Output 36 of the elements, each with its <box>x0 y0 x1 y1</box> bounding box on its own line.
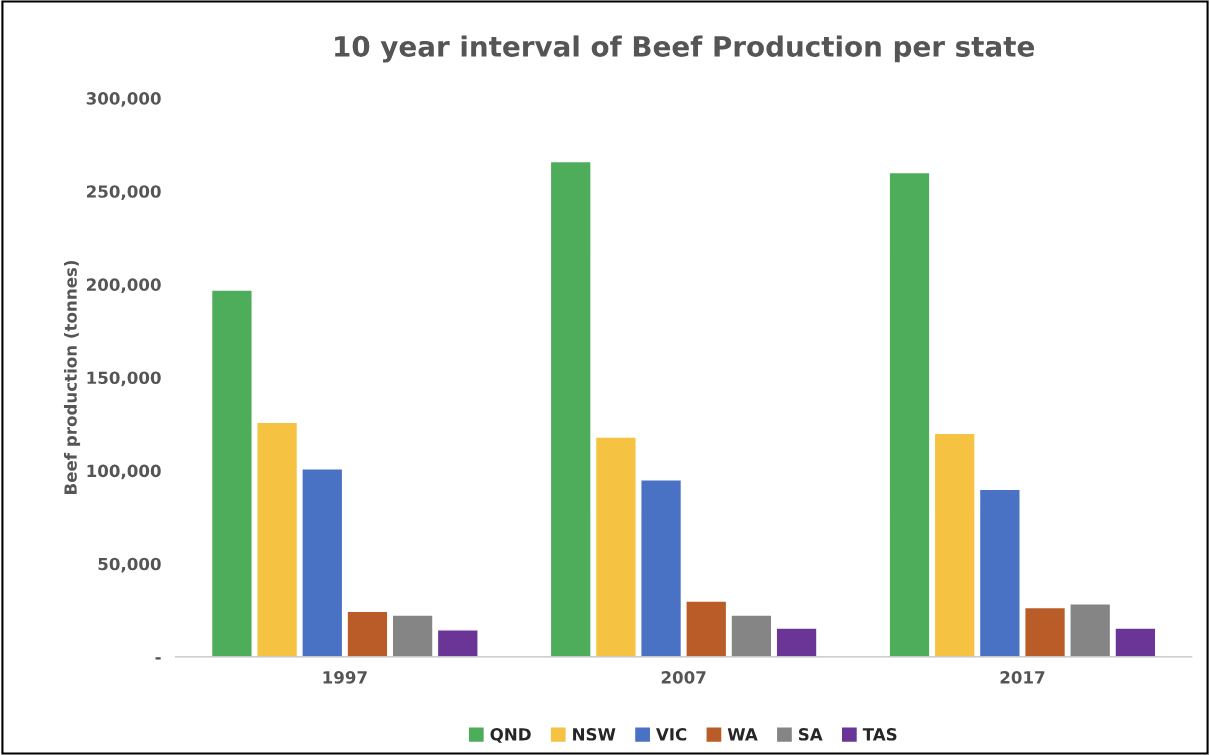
legend-label: WA <box>727 728 758 741</box>
x-tick-label: 1997 <box>323 671 367 684</box>
chart-title: 10 year interval of Beef Production per state <box>335 35 1034 63</box>
bar <box>775 627 818 657</box>
bar <box>210 289 253 657</box>
y-tick-label: 300,000 <box>86 92 161 107</box>
bar <box>1069 603 1112 657</box>
bar <box>301 468 344 657</box>
bar <box>436 629 479 657</box>
bar <box>640 479 683 657</box>
legend-label: TAS <box>862 728 897 741</box>
y-tick-label: - <box>155 657 161 660</box>
bar <box>888 171 931 657</box>
legend-label: QND <box>490 728 531 743</box>
bar <box>594 436 637 657</box>
y-axis-title: Beef production (tonnes) <box>63 260 81 494</box>
legend-label: SA <box>798 728 823 741</box>
bar <box>978 488 1021 657</box>
x-tick-label: 2007 <box>661 671 706 684</box>
bar <box>549 160 592 657</box>
bar <box>933 432 976 657</box>
x-tick-label: 2017 <box>1000 671 1045 684</box>
bar <box>685 600 728 657</box>
y-tick-label: 50,000 <box>98 557 161 573</box>
bar <box>1024 606 1067 657</box>
y-tick-label: 100,000 <box>87 464 161 480</box>
bar <box>346 610 389 657</box>
bar <box>1114 627 1157 657</box>
bar <box>730 614 773 657</box>
legend-label: VIC <box>656 728 687 741</box>
legend-label: NSW <box>573 728 616 741</box>
bar <box>256 421 299 657</box>
y-tick-label: 150,000 <box>87 371 161 387</box>
y-tick-label: 200,000 <box>86 278 161 294</box>
bar <box>391 614 434 657</box>
y-tick-label: 250,000 <box>86 185 161 200</box>
